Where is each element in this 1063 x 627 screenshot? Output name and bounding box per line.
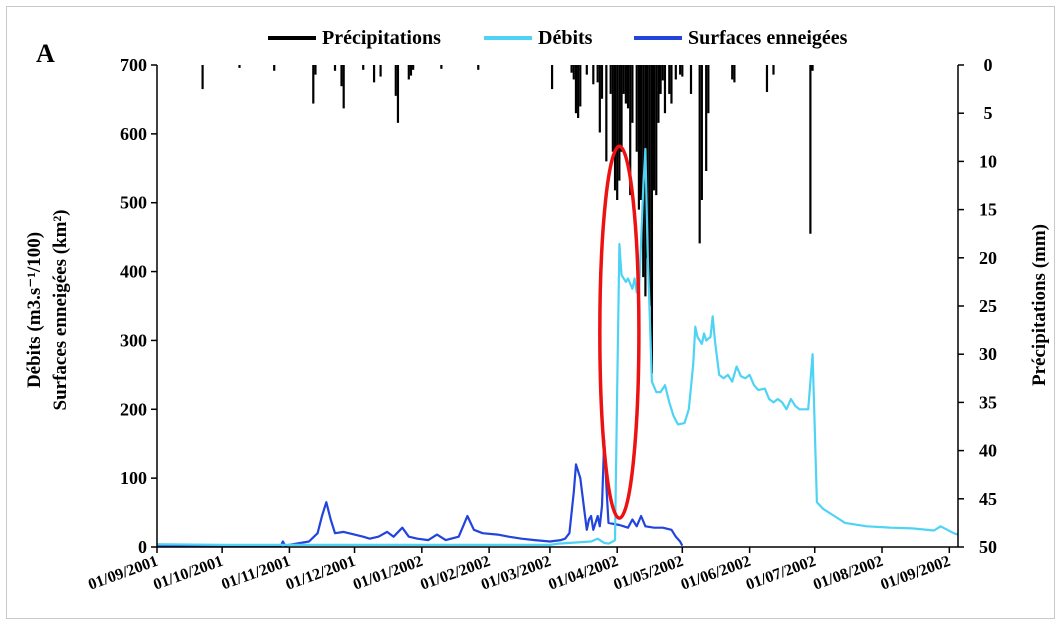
x-tick-label: 01/07/2002 xyxy=(744,553,818,594)
left-tick-label: 200 xyxy=(120,399,147,419)
right-tick-label: 20 xyxy=(979,248,997,268)
left-tick-label: 0 xyxy=(138,537,147,557)
right-tick-label: 25 xyxy=(979,296,997,316)
x-tick-label: 01/12/2001 xyxy=(284,553,358,594)
x-tick-label: 01/09/2001 xyxy=(86,553,160,594)
right-tick-label: 5 xyxy=(984,103,993,123)
legend-surfaces-label: Surfaces enneigées xyxy=(688,27,848,49)
left-tick-label: 700 xyxy=(120,55,147,75)
left-tick-label: 600 xyxy=(120,124,147,144)
x-tick-label: 01/09/2002 xyxy=(878,553,952,594)
right-tick-label: 15 xyxy=(979,200,997,220)
left-axis-title-line2: Surfaces enneigées (km²) xyxy=(50,210,71,411)
surfaces-enneigees-line xyxy=(157,439,684,548)
x-tick-label: 01/11/2001 xyxy=(219,553,292,594)
right-tick-label: 45 xyxy=(979,489,997,509)
right-tick-label: 35 xyxy=(979,392,997,412)
right-tick-label: 50 xyxy=(979,537,997,557)
right-tick-label: 40 xyxy=(979,441,997,461)
left-tick-label: 500 xyxy=(120,193,147,213)
panel-label: A xyxy=(36,39,55,68)
legend-debits-label: Débits xyxy=(538,27,593,49)
debits-line xyxy=(156,147,959,546)
x-tick-label: 01/06/2002 xyxy=(679,553,753,594)
right-tick-label: 0 xyxy=(984,55,993,75)
left-tick-label: 100 xyxy=(120,468,147,488)
x-tick-label: 01/04/2002 xyxy=(546,553,620,594)
x-tick-label: 01/08/2002 xyxy=(811,553,885,594)
chart-frame xyxy=(6,6,1055,619)
right-axis-title: Précipitations (mm) xyxy=(1029,224,1050,386)
x-tick-label: 01/05/2002 xyxy=(611,553,685,594)
legend-precipitations-label: Précipitations xyxy=(322,27,441,49)
x-tick-label: 01/03/2002 xyxy=(479,553,553,594)
left-axis-title-line1: Débits (m3.s⁻¹/100) xyxy=(24,232,45,388)
x-tick-label: 01/01/2002 xyxy=(351,553,425,594)
left-tick-label: 400 xyxy=(120,262,147,282)
highlight-ellipse xyxy=(598,144,641,520)
x-tick-label: 01/10/2001 xyxy=(151,553,225,594)
x-tick-label: 01/02/2002 xyxy=(418,553,492,594)
right-tick-label: 30 xyxy=(979,344,997,364)
right-tick-label: 10 xyxy=(979,151,997,171)
left-tick-label: 300 xyxy=(120,330,147,350)
